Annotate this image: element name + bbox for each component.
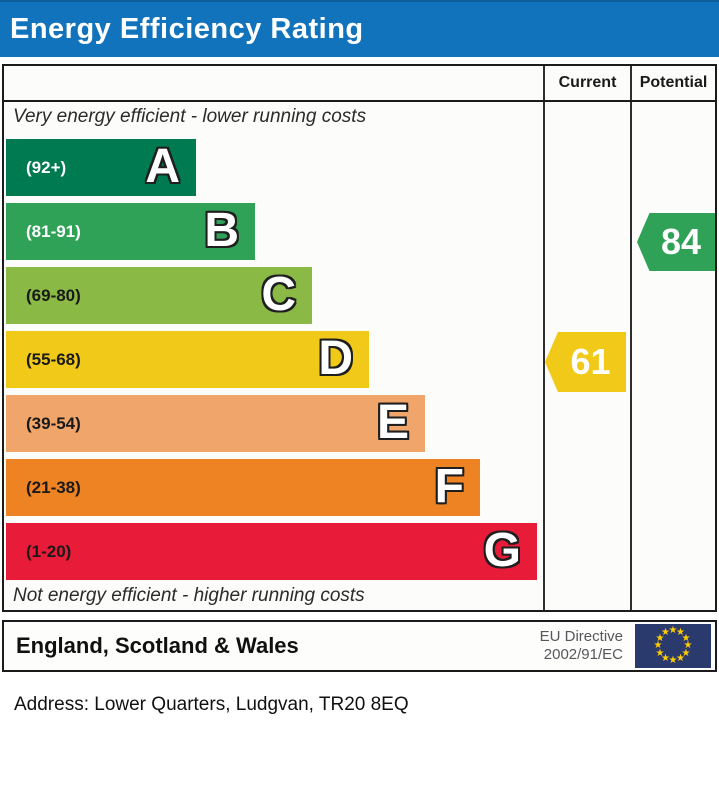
eu-flag-star: ★ [681, 632, 691, 644]
eu-flag-star: ★ [655, 647, 665, 659]
band-letter: F [434, 459, 464, 513]
page-title: Energy Efficiency Rating [10, 13, 364, 45]
footer-bar: England, Scotland & Wales EU Directive 2… [2, 620, 717, 672]
eu-flag-star: ★ [676, 652, 685, 664]
band-b: (81-91) B [6, 203, 255, 260]
band-g: (1-20) G [6, 523, 537, 580]
eu-directive-label: EU Directive 2002/91/EC [540, 628, 623, 664]
band-letter: B [204, 203, 239, 257]
current-column-header: Current [558, 74, 617, 91]
band-a: (92+) A [6, 139, 196, 196]
eu-flag-star: ★ [653, 640, 663, 651]
eu-directive-line2: 2002/91/EC [543, 646, 623, 663]
eu-directive-line1: EU Directive [539, 628, 623, 645]
band-f: (21-38) F [6, 459, 480, 516]
band-letter: G [483, 523, 521, 577]
band-letter: C [261, 267, 296, 321]
eu-flag-star: ★ [668, 625, 678, 636]
eu-flag-star: ★ [676, 627, 685, 638]
band-range-label: (21-38) [26, 477, 81, 497]
eu-flag-star: ★ [655, 632, 665, 644]
band-d: (55-68) D [6, 331, 369, 388]
band-range-label: (81-91) [26, 221, 81, 241]
eu-flag-star: ★ [668, 655, 678, 666]
band-c: (69-80) C [6, 267, 312, 324]
band-range-label: (92+) [26, 157, 67, 177]
eu-flag-star: ★ [683, 640, 693, 651]
potential-rating-value: 84 [660, 221, 702, 262]
current-column-divider [543, 66, 545, 610]
eu-flag-star: ★ [661, 627, 670, 638]
band-letter: E [376, 395, 409, 449]
region-label: England, Scotland & Wales [16, 633, 299, 658]
band-range-label: (1-20) [26, 541, 72, 561]
band-range-label: (69-80) [26, 285, 81, 305]
current-rating-value: 61 [570, 341, 611, 382]
table-header-row: Current Potential [4, 66, 715, 102]
eu-flag-star: ★ [681, 647, 691, 659]
address-line: Address: Lower Quarters, Ludgvan, TR20 8… [14, 694, 409, 715]
potential-rating-marker: 84 [637, 213, 715, 271]
bottom-caption: Not energy efficient - higher running co… [13, 585, 365, 606]
potential-column-header: Potential [639, 74, 708, 91]
current-rating-marker: 61 [545, 332, 626, 392]
band-range-label: (55-68) [26, 349, 81, 369]
band-e: (39-54) E [6, 395, 425, 452]
energy-rating-table: Current Potential Very energy efficient … [2, 64, 717, 612]
page-title-bar: Energy Efficiency Rating [0, 0, 719, 57]
top-caption: Very energy efficient - lower running co… [13, 106, 367, 127]
eu-flag-star: ★ [661, 652, 670, 664]
band-letter: D [318, 331, 353, 385]
eu-flag-icon: ★ ★ ★ ★ ★ ★ ★ ★ ★ ★ ★ ★ [635, 624, 711, 668]
band-range-label: (39-54) [26, 413, 81, 433]
band-letter: A [145, 139, 180, 193]
potential-column-divider [630, 66, 632, 610]
